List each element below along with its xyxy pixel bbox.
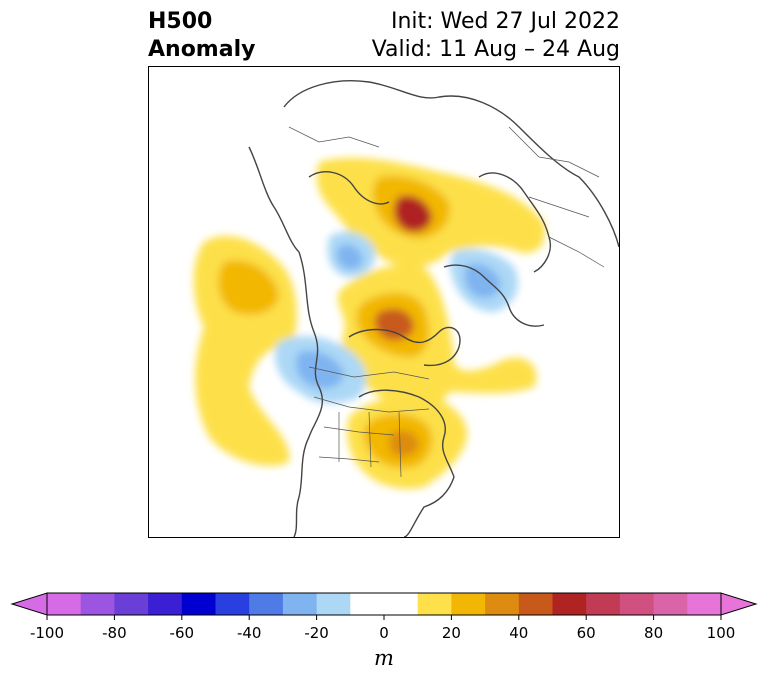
colorbar-tick-label: -40	[236, 624, 262, 642]
colorbar-tick-label: -60	[169, 624, 195, 642]
colorbar-tick-label: 100	[706, 624, 736, 642]
colorbar-tick-label: -100	[29, 624, 65, 642]
colorbar-segment	[451, 593, 486, 615]
colorbar-segment	[114, 593, 149, 615]
colorbar-segment	[215, 593, 250, 615]
title-variable: H500	[148, 9, 213, 34]
colorbar-segment	[316, 593, 351, 615]
positive-anomaly-eastern-us-core	[388, 430, 419, 457]
colorbar-segment	[47, 593, 82, 615]
title-valid: Valid: 11 Aug – 24 Aug	[371, 37, 620, 62]
title-init: Init: Wed 27 Jul 2022	[390, 9, 620, 34]
colorbar-segment	[552, 593, 587, 615]
colorbar-tick-label: 0	[379, 624, 389, 642]
colorbar-segment	[653, 593, 688, 615]
colorbar-unit-label: m	[374, 646, 394, 670]
colorbar-tick-label: 20	[441, 624, 461, 642]
colorbar-tick-label: 60	[576, 624, 596, 642]
colorbar-tick-label: -80	[102, 624, 127, 642]
colorbar-segment	[619, 593, 655, 615]
negative-anomaly-beaufort-core	[336, 244, 363, 270]
borders	[288, 126, 605, 478]
colorbar-extend-low	[10, 592, 48, 616]
colorbar-segment	[384, 593, 419, 615]
colorbar-extend-high	[720, 592, 758, 616]
colorbar-segment	[586, 593, 621, 615]
anomaly-map	[148, 66, 620, 538]
colorbar-tick-label: 80	[644, 624, 664, 642]
colorbar-segment	[249, 593, 284, 615]
colorbar-segment	[687, 593, 722, 615]
anomaly-shading	[193, 157, 546, 489]
positive-anomaly-siberia-core	[394, 195, 432, 232]
colorbar-segment	[80, 593, 115, 615]
colorbar-tick-label: 40	[509, 624, 529, 642]
map-canvas	[193, 80, 619, 537]
positive-anomaly-arctic-core	[374, 308, 414, 341]
positive-anomaly-pacific-core	[218, 260, 279, 315]
colorbar-segment	[518, 593, 553, 615]
coastlines	[248, 80, 619, 537]
colorbar-segment	[485, 593, 520, 615]
colorbar-segment	[350, 593, 385, 615]
colorbar-tick-label: -20	[304, 624, 329, 642]
colorbar-segment	[417, 593, 452, 615]
colorbar-segment	[282, 593, 318, 615]
colorbar	[10, 592, 758, 620]
chart-title-right: Init: Wed 27 Jul 2022 Valid: 11 Aug – 24…	[372, 8, 620, 64]
chart-title-left: H500 Anomaly	[148, 8, 255, 64]
title-type: Anomaly	[148, 37, 256, 62]
negative-anomaly-europe-core	[464, 263, 501, 298]
colorbar-segment	[148, 593, 183, 615]
colorbar-segment	[181, 593, 216, 615]
